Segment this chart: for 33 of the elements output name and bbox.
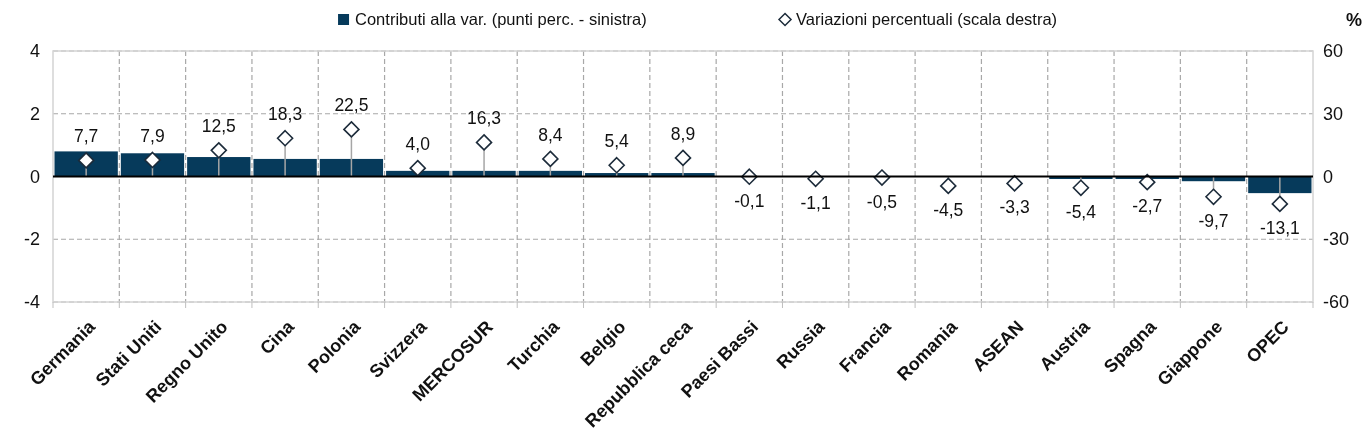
data-label: -0,5 — [866, 191, 898, 212]
data-label: 8,4 — [538, 124, 563, 145]
y2-tick-label: -60 — [1323, 292, 1350, 312]
data-label: -3,3 — [999, 197, 1030, 218]
data-label: 18,3 — [268, 104, 303, 125]
data-label: -2,7 — [1132, 196, 1163, 217]
y-tick-label: 2 — [29, 103, 40, 124]
data-label: -9,7 — [1198, 210, 1229, 231]
legend-label: Variazioni percentuali (scala destra) — [796, 10, 1058, 28]
data-label: 8,9 — [670, 123, 696, 144]
data-label: 7,9 — [140, 125, 165, 146]
data-label: 22,5 — [334, 95, 369, 116]
data-label: 5,4 — [604, 131, 630, 152]
y2-tick-label: 30 — [1323, 103, 1344, 124]
data-label: -13,1 — [1259, 217, 1300, 238]
data-label: 16,3 — [467, 108, 502, 129]
legend-label: Contributi alla var. (punti perc. - sinistra) — [355, 10, 647, 28]
data-label: 4,0 — [405, 134, 431, 155]
y-tick-label: -4 — [23, 292, 40, 312]
data-label: 12,5 — [201, 116, 236, 137]
y2-tick-label: 0 — [1323, 166, 1334, 187]
data-label: -1,1 — [800, 192, 831, 213]
y2-tick-label: 60 — [1323, 41, 1344, 61]
x-tick-label: Cina — [256, 315, 299, 359]
data-label: -4,5 — [933, 199, 964, 220]
y-tick-label: -2 — [23, 229, 40, 250]
data-label: -5,4 — [1065, 201, 1097, 222]
data-label: -0,1 — [734, 190, 765, 211]
data-label: 7,7 — [73, 126, 99, 147]
y2-axis-title: % — [1345, 10, 1363, 30]
y-tick-label: 4 — [29, 41, 40, 61]
y-tick-label: 0 — [29, 166, 40, 187]
y2-tick-label: -30 — [1323, 229, 1350, 250]
